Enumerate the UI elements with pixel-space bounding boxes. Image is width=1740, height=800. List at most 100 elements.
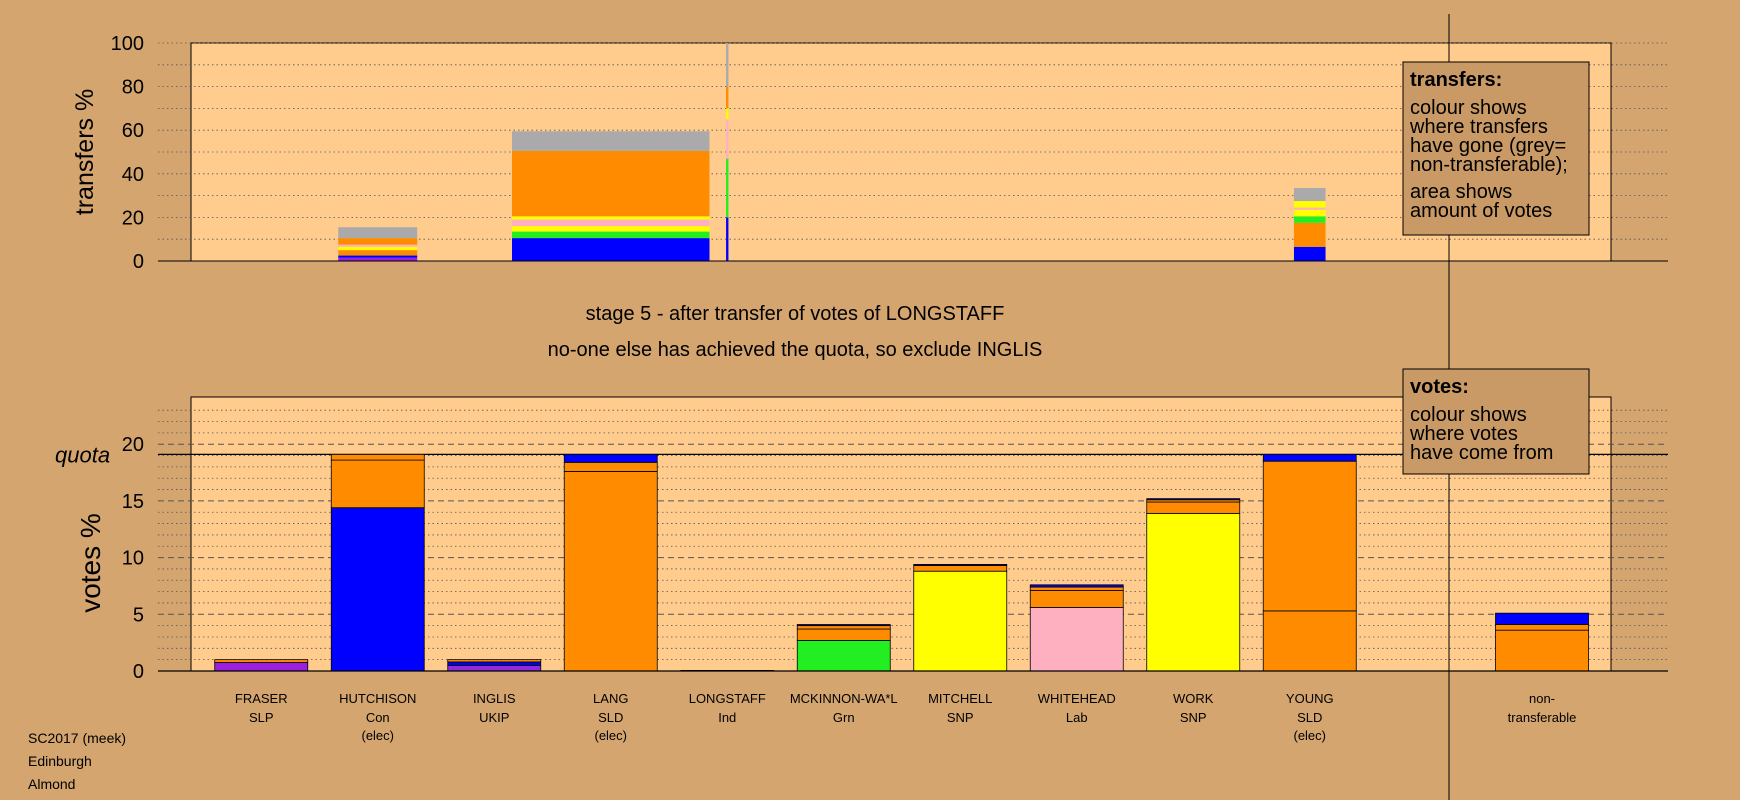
- votes-y-tick-label: 10: [122, 548, 144, 570]
- votes-legend-title: votes:: [1410, 376, 1469, 398]
- votes-chart: 0 5 10 15 20 votes % quota FRASER SLP HUTCHISON Co…: [55, 396, 1668, 743]
- votes-legend-line: colour shows: [1410, 404, 1527, 426]
- candidate-name-label: MCKINNON-WA*L: [790, 691, 898, 706]
- footer-council: Edinburgh: [28, 753, 92, 769]
- votes-legend-line: have come from: [1410, 442, 1553, 464]
- vote-segment-whitehead-con: [1029, 584, 1124, 588]
- transfers-legend-line: colour shows: [1410, 97, 1527, 119]
- vote-segment-young-sld: [1262, 460, 1357, 612]
- transfer-segment-hutchison-sld: [338, 250, 418, 256]
- candidate-name-label: LANG: [593, 691, 628, 706]
- vote-segment-inglis-con: [447, 661, 542, 666]
- transfers-legend-line: where transfers: [1409, 116, 1548, 138]
- transfer-segment-hutchison-lab: [338, 244, 418, 247]
- vote-segment-mckinnonwal-sld: [796, 628, 891, 641]
- candidate-name-label: FRASER: [235, 691, 288, 706]
- transfer-segment-young-snp: [1293, 209, 1326, 217]
- transfers-legend-line: non-transferable);: [1410, 154, 1568, 176]
- transfers-y-tick-label: 100: [111, 33, 144, 55]
- stage-subtitle: no-one else has achieved the quota, so e…: [548, 339, 1043, 361]
- transfer-segment-lang-lab: [512, 219, 710, 227]
- vote-segment-lang-sld: [563, 461, 658, 472]
- transfer-segment-longstaff-sld: [726, 86, 729, 109]
- vote-segment-mitchell-con: [913, 564, 1008, 566]
- footer-method: SC2017 (meek): [28, 730, 127, 746]
- transfer-segment-young-grn: [1293, 216, 1326, 223]
- transfers-legend-line: have gone (grey=: [1410, 135, 1566, 157]
- vote-segment-fraser-sld: [214, 659, 309, 663]
- stage-titles: stage 5 - after transfer of votes of LON…: [548, 303, 1043, 361]
- candidate-name-label: INGLIS: [473, 691, 516, 706]
- candidate-party-label: Ind: [718, 710, 736, 725]
- transfers-y-axis-label: transfers %: [71, 89, 99, 215]
- vote-segment-young-sld: [1262, 610, 1357, 672]
- transfers-y-tick-label: 0: [133, 251, 144, 273]
- transfer-segment-lang-sld: [512, 150, 710, 217]
- vote-segment-young-con: [1262, 454, 1357, 462]
- transfer-segment-longstaff-grn: [726, 158, 729, 218]
- candidate-party-label: SLD: [1297, 710, 1322, 725]
- vote-segment-work-snp: [1146, 512, 1241, 672]
- candidate-name-label: HUTCHISON: [339, 691, 416, 706]
- transfer-segment-longstaff-lab: [726, 119, 729, 159]
- transfer-segment-lang-nontransferable: [512, 131, 710, 151]
- votes-legend-box: [1402, 368, 1590, 475]
- vote-segment-whitehead-sld: [1029, 586, 1124, 591]
- candidate-party-label: UKIP: [479, 710, 509, 725]
- votes-y-tick-label: 20: [122, 434, 144, 456]
- candidate-party-label: transferable: [1508, 710, 1577, 725]
- transfer-segment-longstaff-con: [726, 217, 729, 261]
- vote-segment-work-con: [1146, 498, 1241, 501]
- transfers-legend-line: area shows: [1410, 181, 1512, 203]
- vote-segment-mitchell-sld: [913, 565, 1008, 572]
- transfer-segment-young-lab: [1293, 207, 1326, 210]
- candidate-name-label: non-: [1529, 691, 1555, 706]
- transfer-segment-lang-snp: [512, 226, 710, 232]
- vote-segment-work-sld: [1146, 501, 1241, 514]
- transfer-segment-young-con: [1293, 246, 1326, 261]
- transfers-y-tick-label: 20: [122, 207, 144, 229]
- transfers-chart: 0 20 40 60 80 100 transfers %: [71, 33, 1668, 273]
- transfer-segment-hutchison-slp: [338, 257, 418, 261]
- candidate-party-label: SLD: [598, 710, 623, 725]
- vote-segment-non-con: [1495, 612, 1589, 625]
- transfers-legend-title: transfers:: [1410, 69, 1502, 91]
- candidate-party-label: SNP: [947, 710, 974, 725]
- vote-segment-whitehead-lab: [1029, 607, 1124, 672]
- candidate-status-label: (elec): [1293, 728, 1326, 743]
- transfers-legend-box: [1402, 61, 1590, 236]
- vote-segment-fraser-slp: [214, 662, 309, 672]
- vote-segment-hutchison-con: [330, 507, 425, 672]
- votes-legend-line: where votes: [1409, 423, 1518, 445]
- votes-y-tick-label: 5: [133, 604, 144, 626]
- transfer-segment-hutchison-nontransferable: [338, 227, 418, 239]
- votes-y-tick-label: 0: [133, 661, 144, 683]
- footer-ward: Almond: [28, 776, 76, 792]
- candidate-party-label: SLP: [249, 710, 274, 725]
- transfer-segment-young-snp: [1293, 201, 1326, 208]
- vote-segment-mckinnonwal-grn: [796, 639, 891, 672]
- candidate-name-label: WORK: [1173, 691, 1214, 706]
- quota-label: quota: [55, 442, 110, 467]
- vote-segment-non-sld: [1495, 629, 1589, 672]
- stage-title: stage 5 - after transfer of votes of LON…: [586, 303, 1005, 325]
- vote-segment-inglis-sld: [447, 659, 542, 663]
- transfer-segment-hutchison-con: [338, 255, 418, 258]
- candidate-party-label: Lab: [1066, 710, 1088, 725]
- candidate-party-label: Grn: [833, 710, 855, 725]
- transfers-y-tick-label: 40: [122, 164, 144, 186]
- transfer-segment-lang-grn: [512, 231, 710, 239]
- transfer-segment-hutchison-snp: [338, 246, 418, 251]
- transfer-segment-young-nontransferable: [1293, 187, 1326, 202]
- candidate-status-label: (elec): [594, 728, 627, 743]
- vote-segment-whitehead-sld: [1029, 590, 1124, 608]
- vote-segment-lang-con: [563, 454, 658, 463]
- vote-segment-non-sld: [1495, 624, 1589, 631]
- candidate-party-label: SNP: [1180, 710, 1207, 725]
- candidate-name-label: YOUNG: [1286, 691, 1334, 706]
- transfers-legend-line: amount of votes: [1410, 200, 1552, 222]
- candidate-status-label: (elec): [361, 728, 394, 743]
- transfer-segment-young-sld: [1293, 222, 1326, 247]
